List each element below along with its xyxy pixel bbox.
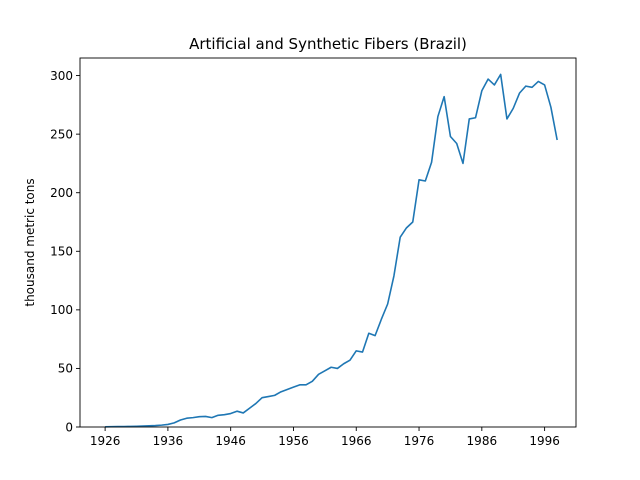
y-tick-label: 150 [50, 245, 73, 259]
x-tick-label: 1976 [404, 434, 435, 448]
y-tick-label: 100 [50, 303, 73, 317]
x-tick-label: 1936 [153, 434, 184, 448]
x-tick-label: 1996 [529, 434, 560, 448]
x-tick-label: 1926 [90, 434, 121, 448]
y-tick-label: 50 [58, 362, 73, 376]
x-tick-label: 1946 [215, 434, 246, 448]
y-tick-label: 250 [50, 127, 73, 141]
y-tick-label: 0 [65, 420, 73, 434]
series-line [105, 73, 558, 428]
y-tick-label: 300 [50, 69, 73, 83]
x-tick-label: 1986 [467, 434, 498, 448]
plot-area [105, 73, 558, 428]
y-axis-ticks: 0 50 100 150 200 250 300 [50, 69, 80, 434]
x-tick-label: 1956 [278, 434, 309, 448]
plot-frame [79, 57, 577, 428]
x-axis-ticks: 1926 1936 1946 1956 1966 1976 1986 1996 [90, 427, 560, 448]
chart-title: Artificial and Synthetic Fibers (Brazil) [189, 35, 467, 53]
x-tick-label: 1966 [341, 434, 372, 448]
y-tick-label: 200 [50, 186, 73, 200]
y-axis-label: thousand metric tons [23, 178, 37, 306]
